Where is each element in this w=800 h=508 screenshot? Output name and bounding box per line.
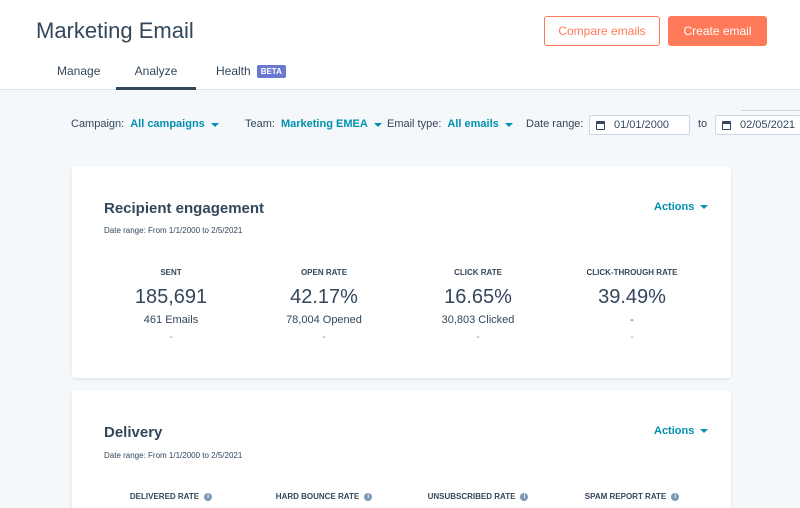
metric-spam-report-rate: SPAM REPORT RATE i — [557, 492, 707, 501]
tab-health-label: Health — [216, 64, 251, 78]
date-range-label: Date range: — [526, 118, 584, 130]
metric-label: CLICK RATE — [454, 268, 502, 277]
date-to-input[interactable]: 02/05/2021 — [715, 115, 800, 135]
tab-manage-label: Manage — [57, 64, 101, 78]
info-icon[interactable]: i — [204, 492, 213, 501]
page-title: Marketing Email — [36, 18, 194, 43]
overflow-edge — [741, 110, 800, 116]
metric-sub: - — [630, 314, 634, 326]
app-header: Marketing Email Compare emails Create em… — [0, 0, 800, 90]
tab-bar: Manage Analyze Health BETA — [0, 58, 800, 90]
team-filter-value: Marketing EMEA — [280, 118, 368, 130]
actions-dropdown[interactable]: Actions — [654, 201, 709, 213]
beta-badge: BETA — [256, 65, 286, 78]
filter-bar: Campaign: All campaigns Team: Marketing … — [0, 112, 800, 136]
email-type-filter-dropdown[interactable]: All emails — [447, 118, 513, 130]
caret-down-icon — [700, 205, 709, 209]
date-range-filter: Date range: — [526, 112, 589, 136]
metric-click-through-rate: CLICK-THROUGH RATE 39.49% - - — [557, 268, 707, 346]
date-to-label: to — [698, 118, 708, 130]
actions-label: Actions — [654, 201, 695, 213]
metric-hard-bounce-rate: HARD BOUNCE RATE i — [249, 492, 399, 501]
calendar-icon — [722, 120, 731, 130]
campaign-filter: Campaign: All campaigns — [71, 112, 219, 136]
info-icon[interactable]: i — [671, 492, 680, 501]
date-from-input[interactable]: 01/01/2000 — [589, 115, 690, 135]
info-icon[interactable]: i — [520, 492, 529, 501]
date-to-value: 02/05/2021 — [740, 119, 796, 131]
metric-dash: - — [630, 332, 634, 343]
team-filter: Team: Marketing EMEA — [245, 112, 382, 136]
recipient-engagement-card: Recipient engagement Date range: From 1/… — [72, 166, 731, 378]
team-filter-dropdown[interactable]: Marketing EMEA — [281, 118, 382, 130]
actions-dropdown[interactable]: Actions — [654, 425, 709, 437]
metric-label: OPEN RATE — [300, 268, 348, 277]
metric-dash: - — [322, 332, 326, 343]
email-type-filter-value: All emails — [447, 118, 499, 130]
metric-value: 185,691 — [134, 286, 208, 308]
metric-label: UNSUBSCRIBED RATE — [427, 492, 516, 501]
card-title: Delivery — [104, 424, 163, 441]
calendar-icon — [596, 120, 605, 130]
caret-down-icon — [504, 123, 513, 127]
metric-value: 16.65% — [444, 286, 512, 308]
metric-value: 39.49% — [598, 286, 666, 308]
metric-delivered-rate: DELIVERED RATE i — [96, 492, 246, 501]
tab-analyze[interactable]: Analyze — [116, 58, 196, 90]
metric-label: DELIVERED RATE — [129, 492, 200, 501]
email-type-filter: Email type: All emails — [387, 112, 513, 136]
campaign-filter-value: All campaigns — [130, 118, 205, 130]
card-date-range: Date range: From 1/1/2000 to 2/5/2021 — [104, 226, 243, 235]
campaign-filter-label: Campaign: — [71, 118, 125, 130]
metric-open-rate: OPEN RATE 42.17% 78,004 Opened - — [249, 268, 399, 346]
metric-dash: - — [169, 332, 173, 343]
delivery-card: Delivery Date range: From 1/1/2000 to 2/… — [72, 390, 731, 508]
tab-health[interactable]: Health BETA — [216, 58, 286, 90]
caret-down-icon — [210, 123, 219, 127]
metric-value: 42.17% — [290, 286, 358, 308]
metric-unsubscribed-rate: UNSUBSCRIBED RATE i — [403, 492, 553, 501]
metric-sub: 30,803 Clicked — [441, 314, 515, 326]
metric-dash: - — [476, 332, 480, 343]
metric-label: CLICK-THROUGH RATE — [586, 268, 678, 277]
date-from-value: 01/01/2000 — [614, 119, 670, 131]
tab-analyze-label: Analyze — [134, 64, 178, 78]
actions-label: Actions — [654, 425, 695, 437]
metric-sent: SENT 185,691 461 Emails - — [96, 268, 246, 346]
metric-label: SENT — [160, 268, 182, 277]
caret-down-icon — [700, 429, 709, 433]
campaign-filter-dropdown[interactable]: All campaigns — [130, 118, 219, 130]
metric-label: HARD BOUNCE RATE — [275, 492, 360, 501]
team-filter-label: Team: — [245, 118, 275, 130]
metric-sub: 461 Emails — [143, 314, 199, 326]
card-date-range: Date range: From 1/1/2000 to 2/5/2021 — [104, 451, 243, 460]
metric-click-rate: CLICK RATE 16.65% 30,803 Clicked - — [403, 268, 553, 346]
caret-down-icon — [373, 123, 382, 127]
compare-emails-button[interactable]: Compare emails — [544, 16, 660, 46]
email-type-filter-label: Email type: — [387, 118, 442, 130]
card-title: Recipient engagement — [104, 200, 265, 217]
metric-label: SPAM REPORT RATE — [584, 492, 667, 501]
metric-sub: 78,004 Opened — [286, 314, 362, 326]
info-icon[interactable]: i — [364, 492, 373, 501]
create-email-button[interactable]: Create email — [668, 16, 767, 46]
tab-manage[interactable]: Manage — [57, 58, 100, 90]
